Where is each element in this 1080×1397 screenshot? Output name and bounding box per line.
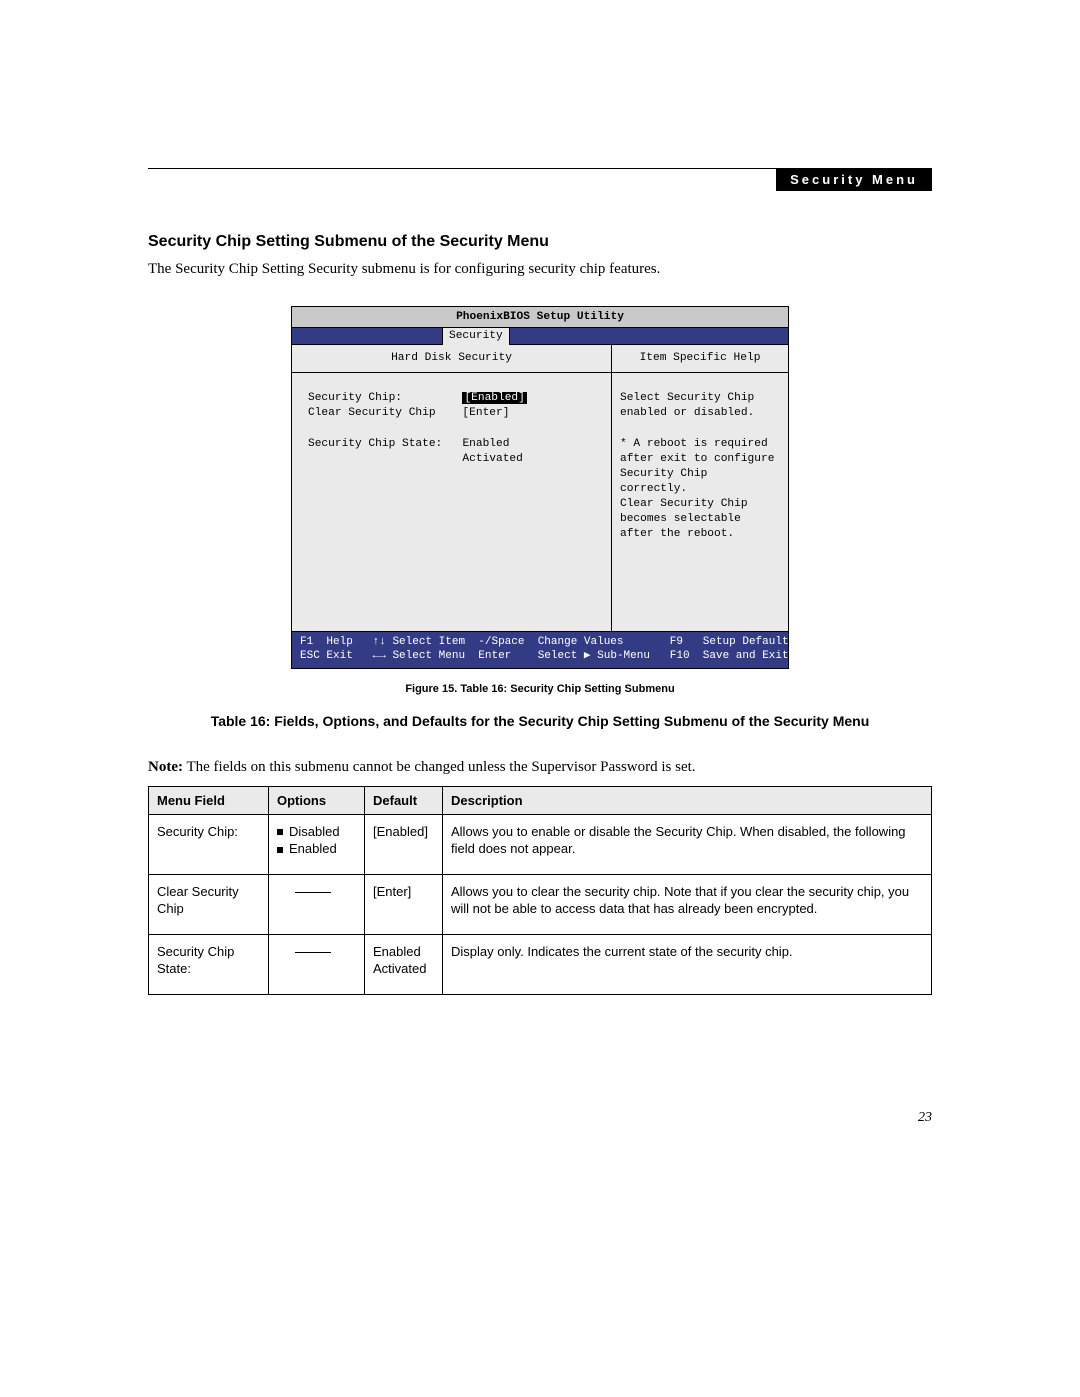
bios-help-text: Select Security Chip enabled or disabled… xyxy=(612,373,788,542)
label-select-menu: Select Menu xyxy=(392,650,465,662)
table-row: Security Chip: Disabled Enabled [Enabled… xyxy=(149,814,932,874)
cell-options xyxy=(269,874,365,934)
cell-description: Allows you to clear the security chip. N… xyxy=(443,874,932,934)
th-default: Default xyxy=(365,786,443,814)
section-intro: The Security Chip Setting Security subme… xyxy=(148,259,932,280)
key-leftright: ←→ xyxy=(373,650,386,662)
key-esc: ESC xyxy=(300,650,320,662)
label-setup-defaults: Setup Defaults xyxy=(703,636,795,648)
opt-enabled: Enabled xyxy=(289,841,337,856)
bios-right-header: Item Specific Help xyxy=(612,345,788,373)
row-chip-state-v1: Enabled xyxy=(462,438,509,450)
cell-menu: Security Chip State: xyxy=(149,934,269,994)
cell-default: Enabled Activated xyxy=(365,934,443,994)
bullet-icon xyxy=(277,847,283,853)
label-submenu: Select ▶ Sub-Menu xyxy=(538,650,650,662)
key-enter: Enter xyxy=(478,650,511,662)
cell-options: Disabled Enabled xyxy=(269,814,365,874)
key-f9: F9 xyxy=(670,636,683,648)
note-text: The fields on this submenu cannot be cha… xyxy=(183,759,696,775)
table-row: Security Chip State: Enabled Activated D… xyxy=(149,934,932,994)
cell-description: Allows you to enable or disable the Secu… xyxy=(443,814,932,874)
note: Note: The fields on this submenu cannot … xyxy=(148,759,932,776)
figure-caption: Figure 15. Table 16: Security Chip Setti… xyxy=(148,683,932,695)
row-security-chip-value[interactable]: [Enabled] xyxy=(462,392,526,404)
section-title: Security Chip Setting Submenu of the Sec… xyxy=(148,233,932,251)
th-options: Options xyxy=(269,786,365,814)
bios-left-header: Hard Disk Security xyxy=(292,345,611,373)
bios-left-content: Security Chip: [Enabled] Clear Security … xyxy=(292,373,611,467)
row-chip-state-v2: Activated xyxy=(462,453,522,465)
label-exit: Exit xyxy=(326,650,352,662)
row-security-chip-label: Security Chip: xyxy=(308,392,402,404)
cell-menu: Clear Security Chip xyxy=(149,874,269,934)
cell-description: Display only. Indicates the current stat… xyxy=(443,934,932,994)
page-number: 23 xyxy=(918,1110,932,1126)
key-minus: -/Space xyxy=(478,636,524,648)
th-description: Description xyxy=(443,786,932,814)
dash-icon xyxy=(295,892,331,893)
bios-footer: F1 Help ↑↓ Select Item -/Space Change Va… xyxy=(292,632,788,668)
th-menu: Menu Field xyxy=(149,786,269,814)
table-title: Table 16: Fields, Options, and Defaults … xyxy=(148,713,932,729)
label-select-item: Select Item xyxy=(392,636,465,648)
bios-tab-security: Security xyxy=(442,328,510,345)
opt-disabled: Disabled xyxy=(289,824,340,839)
cell-default: [Enter] xyxy=(365,874,443,934)
key-updown: ↑↓ xyxy=(373,636,386,648)
cell-default: [Enabled] xyxy=(365,814,443,874)
fields-table: Menu Field Options Default Description S… xyxy=(148,786,932,995)
row-chip-state-label: Security Chip State: xyxy=(308,438,442,450)
key-f1: F1 xyxy=(300,636,313,648)
bios-tab-bar: Security xyxy=(292,328,788,344)
cell-options xyxy=(269,934,365,994)
label-save-exit: Save and Exit xyxy=(703,650,789,662)
header-tab: Security Menu xyxy=(776,169,932,191)
row-clear-chip-value[interactable]: [Enter] xyxy=(462,407,509,419)
label-change: Change Values xyxy=(538,636,624,648)
label-help: Help xyxy=(326,636,352,648)
note-prefix: Note: xyxy=(148,759,183,775)
key-f10: F10 xyxy=(670,650,690,662)
cell-menu: Security Chip: xyxy=(149,814,269,874)
bullet-icon xyxy=(277,829,283,835)
table-row: Clear Security Chip [Enter] Allows you t… xyxy=(149,874,932,934)
row-clear-chip-label: Clear Security Chip xyxy=(308,407,436,419)
dash-icon xyxy=(295,952,331,953)
bios-box: PhoenixBIOS Setup Utility Security Hard … xyxy=(291,306,789,669)
bios-title: PhoenixBIOS Setup Utility xyxy=(292,307,788,328)
